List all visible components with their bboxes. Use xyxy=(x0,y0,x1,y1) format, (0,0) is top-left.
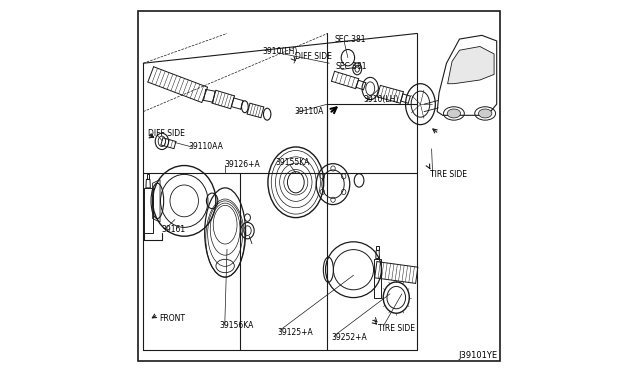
Text: 39252+A: 39252+A xyxy=(331,333,367,342)
Text: J39101YE: J39101YE xyxy=(458,351,497,360)
Ellipse shape xyxy=(447,109,461,118)
Text: 39155KA: 39155KA xyxy=(275,158,310,167)
Text: 3910(LH): 3910(LH) xyxy=(262,47,298,56)
Text: 39110AA: 39110AA xyxy=(189,142,223,151)
Text: FRONT: FRONT xyxy=(159,314,186,323)
Text: 39110A: 39110A xyxy=(294,107,324,116)
Polygon shape xyxy=(447,46,494,84)
Text: TIRE SIDE: TIRE SIDE xyxy=(431,170,467,179)
Text: 39156KA: 39156KA xyxy=(220,321,254,330)
Text: 39126+A: 39126+A xyxy=(224,160,260,169)
Text: DIFF SIDE: DIFF SIDE xyxy=(294,52,332,61)
Text: SEC.381: SEC.381 xyxy=(334,35,365,44)
Text: DIFF SIDE: DIFF SIDE xyxy=(148,129,185,138)
Text: TIRE SIDE: TIRE SIDE xyxy=(378,324,415,333)
Text: 39161: 39161 xyxy=(162,225,186,234)
Ellipse shape xyxy=(479,109,492,118)
Text: 3910(LH): 3910(LH) xyxy=(364,95,399,104)
Text: 39125+A: 39125+A xyxy=(277,328,313,337)
Text: SEC.381: SEC.381 xyxy=(336,62,367,71)
